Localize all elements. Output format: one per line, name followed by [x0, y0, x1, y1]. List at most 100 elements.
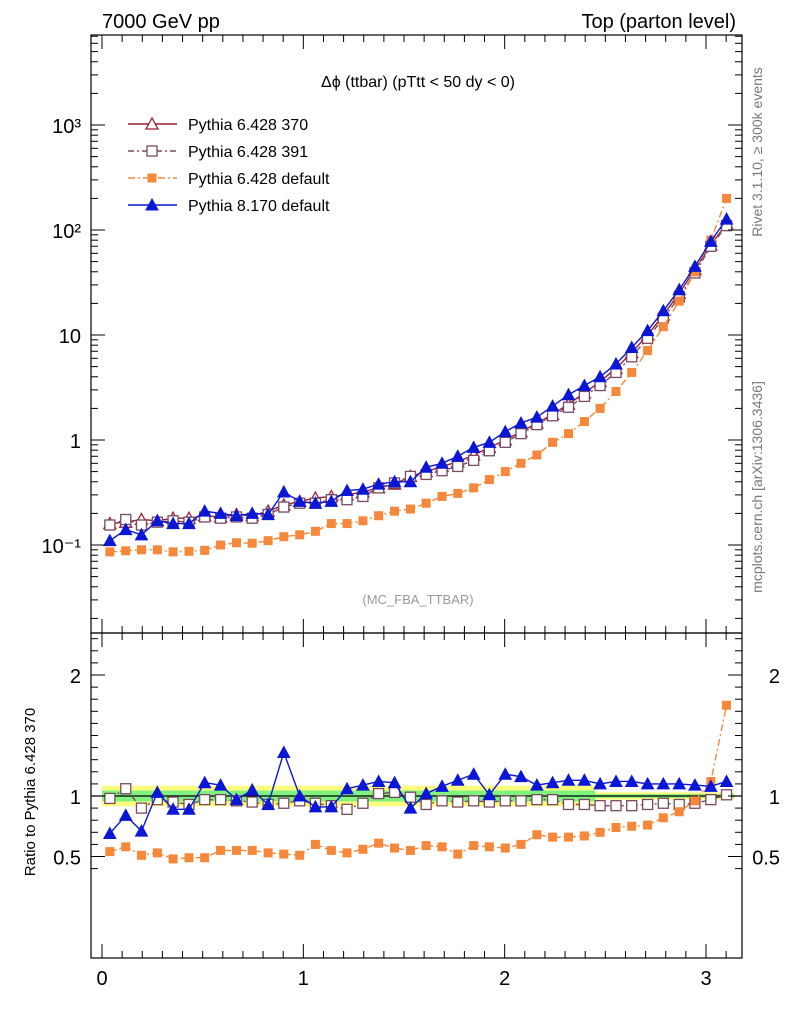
- ratio-data-point: [405, 845, 415, 855]
- main-y-tick-label: 1: [70, 431, 81, 453]
- ratio-data-point: [168, 854, 178, 864]
- main-data-point: [437, 491, 447, 501]
- main-data-point: [435, 456, 449, 469]
- x-tick-label: 3: [700, 968, 711, 990]
- ratio-data-point: [641, 798, 654, 811]
- x-tick-label: 0: [96, 968, 107, 990]
- ratio-data-point: [436, 795, 448, 807]
- main-data-point: [263, 536, 273, 546]
- ratio-data-point: [182, 802, 196, 815]
- ratio-data-point: [358, 844, 368, 854]
- ratio-data-point: [263, 848, 273, 858]
- main-data-point: [308, 496, 323, 509]
- main-data-point: [672, 282, 687, 296]
- main-data-point: [595, 403, 605, 413]
- ratio-data-point: [120, 783, 132, 795]
- main-data-point: [469, 483, 479, 493]
- ratio-data-point: [468, 795, 480, 807]
- ratio-data-point: [374, 838, 384, 848]
- ratio-data-point: [387, 775, 402, 789]
- main-data-point: [200, 545, 210, 555]
- ratio-data-point: [482, 787, 497, 801]
- ratio-data-point: [469, 841, 479, 851]
- ratio-data-point: [609, 774, 623, 787]
- main-data-point: [419, 460, 433, 473]
- ratio-data-point: [643, 820, 653, 830]
- main-data-point: [498, 424, 513, 438]
- main-data-point: [340, 483, 354, 497]
- main-data-point: [371, 477, 386, 490]
- ratio-data-point: [656, 776, 671, 790]
- ratio-data-point: [356, 778, 370, 791]
- ratio-data-point: [562, 798, 575, 811]
- ratio-data-point: [688, 778, 702, 791]
- legend-label: Pythia 6.428 370: [188, 117, 308, 134]
- main-y-tick-label: 10⁻¹: [42, 536, 82, 558]
- ratio-data-point: [437, 842, 447, 852]
- legend-marker: [144, 116, 160, 130]
- main-data-point: [152, 545, 162, 555]
- main-data-point: [118, 522, 133, 536]
- main-data-point: [104, 519, 116, 531]
- ratio-data-point: [135, 802, 148, 814]
- main-data-point: [342, 519, 352, 529]
- main-data-point: [719, 212, 734, 225]
- ratio-y-tick-label-right: 0.5: [752, 848, 780, 870]
- main-data-point: [310, 526, 320, 536]
- ratio-data-point: [515, 795, 527, 807]
- main-data-point: [292, 494, 307, 507]
- ratio-data-point: [722, 700, 732, 710]
- ratio-data-point: [121, 842, 131, 852]
- ratio-data-point: [484, 842, 494, 852]
- ratio-data-point: [577, 773, 592, 786]
- main-data-point: [688, 259, 702, 272]
- main-data-point: [421, 498, 431, 508]
- ratio-data-point: [594, 800, 606, 812]
- main-data-point: [197, 504, 212, 517]
- main-data-point: [515, 427, 527, 440]
- ratio-data-point: [105, 847, 115, 857]
- ratio-data-point: [247, 845, 257, 855]
- main-data-point: [722, 193, 732, 203]
- ratio-data-point: [166, 802, 180, 815]
- main-data-point: [500, 467, 510, 477]
- main-data-point: [561, 387, 576, 401]
- legend-marker: [145, 197, 159, 211]
- ratio-data-point: [295, 850, 305, 860]
- ratio-series-2: [103, 745, 734, 840]
- ratio-data-point: [261, 797, 275, 810]
- ratio-data-point: [498, 767, 513, 780]
- ratio-data-point: [104, 792, 116, 805]
- main-series-line: [109, 198, 728, 553]
- main-data-point: [231, 538, 241, 548]
- main-data-point: [466, 440, 481, 453]
- x-axis-labels: 0 1 2 3: [96, 968, 711, 990]
- ratio-panel: 0.5 0.5 1 1 2 2 Ratio to Pythia 6.428 370: [22, 632, 780, 959]
- ratio-data-point: [640, 776, 655, 790]
- ratio-y-tick-label-right: 1: [769, 787, 780, 809]
- ratio-data-point: [531, 793, 543, 806]
- legend-marker: [146, 145, 158, 157]
- ratio-data-point: [103, 826, 117, 840]
- main-data-point: [374, 511, 384, 521]
- legend-entry-0: Pythia 6.428 370: [128, 116, 308, 134]
- ratio-data-point: [278, 797, 290, 809]
- ratio-y-label: Ratio to Pythia 6.428 370: [22, 708, 39, 876]
- ratio-data-point: [657, 797, 669, 809]
- main-data-point: [276, 484, 291, 498]
- ratio-data-point: [404, 791, 417, 803]
- legend-entry-2: Pythia 6.428 default: [128, 171, 330, 188]
- main-y-tick-label: 10: [59, 326, 81, 348]
- main-data-point: [453, 488, 463, 498]
- ratio-y-tick-label-left: 1: [70, 787, 81, 809]
- ratio-data-point: [419, 786, 433, 800]
- ratio-data-point: [134, 824, 149, 837]
- ratio-data-point: [563, 832, 573, 842]
- ratio-data-point: [231, 845, 241, 855]
- main-data-point: [403, 474, 418, 488]
- ratio-data-point: [674, 807, 684, 817]
- header-left: 7000 GeV pp: [102, 11, 220, 33]
- main-data-point: [482, 435, 497, 448]
- main-series-0: [102, 216, 734, 530]
- ratio-data-point: [229, 792, 244, 806]
